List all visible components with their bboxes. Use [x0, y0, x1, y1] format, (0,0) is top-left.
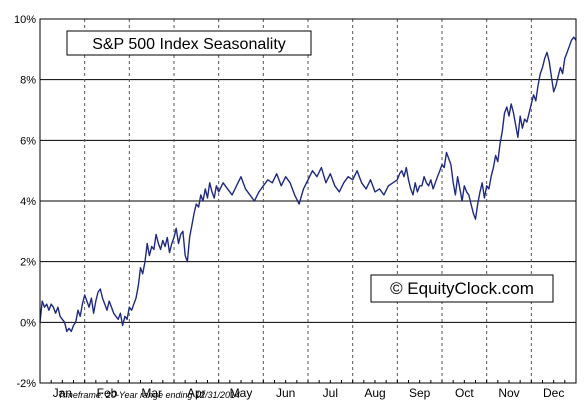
- y-tick-label: 8%: [20, 75, 36, 87]
- x-tick-label: Nov: [498, 386, 519, 400]
- watermark-box: © EquityClock.com: [370, 274, 554, 303]
- watermark-box-border: [370, 274, 554, 303]
- y-tick-label: -2%: [16, 378, 36, 390]
- x-tick-label: Oct: [455, 386, 474, 400]
- title-box-border: [66, 30, 312, 56]
- x-axis-ticks: Jan Feb Mar Apr May Jun Jul Aug Sep Oct Nov Dec: [39, 380, 577, 400]
- y-tick-label: 0%: [20, 317, 36, 329]
- x-tick-label: Aug: [364, 386, 385, 400]
- y-tick-label: 10%: [14, 14, 36, 26]
- x-tick-label: Dec: [543, 386, 564, 400]
- x-tick-label: Mar: [141, 386, 162, 400]
- x-tick-label: Apr: [187, 386, 206, 400]
- title-box: S&P 500 Index Seasonality: [66, 30, 312, 56]
- x-tick-label: Jun: [276, 386, 295, 400]
- series-line: [39, 36, 577, 333]
- series-layer: [39, 36, 577, 333]
- y-axis-ticks: 10% 8% 6% 4% 2% 0% -2%: [14, 14, 36, 390]
- x-tick-label: Feb: [97, 386, 118, 400]
- grid-layer: [40, 19, 576, 383]
- x-tick-label: Jul: [323, 386, 338, 400]
- y-tick-label: 4%: [20, 196, 36, 208]
- watermark-text: © EquityClock.com: [390, 279, 534, 298]
- y-tick-label: 6%: [20, 135, 36, 147]
- x-tick-label: Jan: [53, 386, 72, 400]
- x-tick-label: Sep: [409, 386, 431, 400]
- chart-title: S&P 500 Index Seasonality: [92, 36, 286, 53]
- footnote: Timeframe: 20-Year range ending 12/31/20…: [58, 390, 240, 400]
- x-tick-label: May: [230, 386, 253, 400]
- y-tick-label: 2%: [20, 257, 36, 269]
